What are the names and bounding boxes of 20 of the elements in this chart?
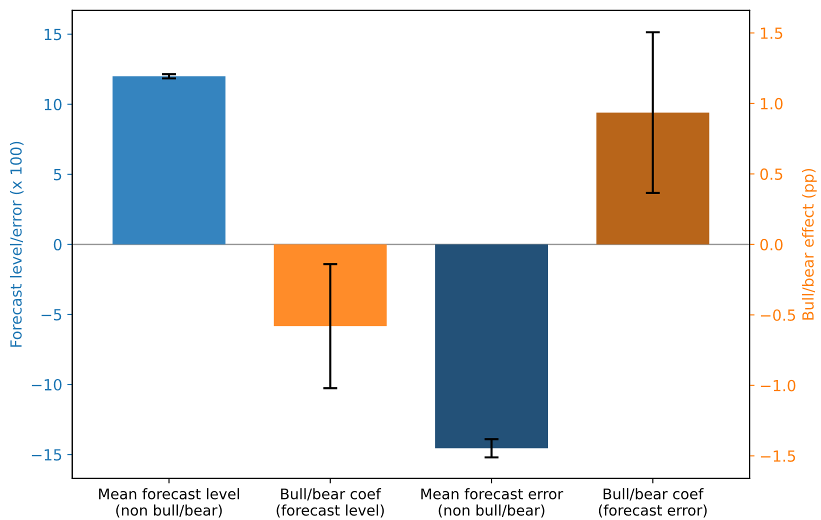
- y2-axis-title: Bull/bear effect (pp): [802, 168, 817, 320]
- x-tick-label: Mean forecast level (non bull/bear): [99, 488, 239, 518]
- y-tick-label: 0: [54, 238, 62, 250]
- y2-tick-label: −1.0: [760, 380, 796, 392]
- y-tick-label: −15: [32, 449, 62, 461]
- y-tick-label: −10: [32, 378, 62, 391]
- x-tick-label: Mean forecast error (non bull/bear): [421, 488, 564, 518]
- y2-tick-label: −1.5: [760, 450, 796, 462]
- x-tick-label: Bull/bear coef (forecast level): [276, 488, 384, 518]
- y-tick-label: 5: [54, 169, 62, 180]
- y-tick-label: 10: [44, 98, 62, 110]
- y-tick-label: −5: [42, 309, 62, 320]
- y2-tick-label: 0.0: [760, 238, 783, 250]
- x-tick-label: Bull/bear coef (forecast error): [598, 488, 707, 518]
- y2-tick-label: 1.5: [760, 28, 782, 39]
- y-tick-label: 15: [44, 28, 62, 40]
- y-axis-title: Forecast level/error (x 100): [10, 142, 24, 347]
- y2-tick-label: 1.0: [760, 98, 783, 110]
- y2-tick-label: 0.5: [760, 168, 782, 180]
- y2-tick-label: −0.5: [760, 309, 796, 321]
